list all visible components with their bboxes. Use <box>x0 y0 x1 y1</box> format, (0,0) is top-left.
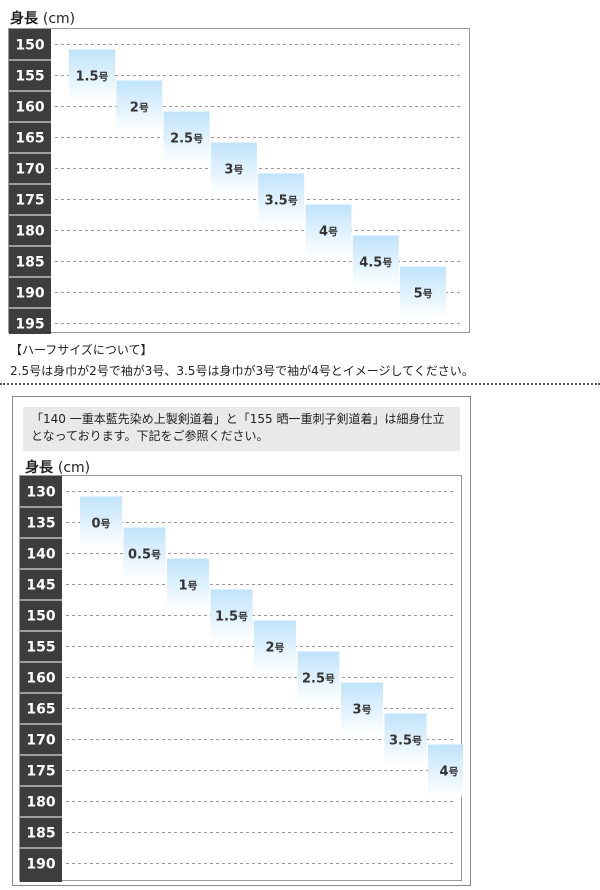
y-tick-label: 135 <box>26 516 55 532</box>
top-axis-title: 身長 (cm) <box>10 11 76 27</box>
y-tick-label: 170 <box>15 162 44 178</box>
size-box <box>400 266 447 319</box>
size-label: 2.5号 <box>170 132 203 147</box>
y-tick-label: 185 <box>15 255 44 271</box>
top-size-chart-svg: 150 155 160 165 170 175 180 185 190 195 1.5号 2号 2.5号… <box>9 29 463 334</box>
size-label: 1.5号 <box>215 610 248 625</box>
size-box <box>163 111 210 164</box>
size-box <box>297 651 340 704</box>
y-axis-band <box>20 476 62 882</box>
size-label: 3号 <box>352 703 371 718</box>
size-box <box>305 204 352 257</box>
y-tick-label: 185 <box>26 826 55 842</box>
size-box <box>116 80 163 133</box>
size-label: 5号 <box>414 287 433 302</box>
size-box <box>258 173 305 226</box>
y-tick-label: 165 <box>26 702 55 718</box>
y-tick-label: 190 <box>26 857 55 873</box>
y-tick-label: 190 <box>15 286 44 302</box>
size-box <box>352 235 399 288</box>
y-tick-label: 195 <box>15 317 44 333</box>
y-tick-label: 155 <box>26 640 55 656</box>
panel-axis-title: 身長 (cm) <box>25 460 91 476</box>
size-label: 4.5号 <box>359 256 392 271</box>
y-tick-label: 175 <box>15 193 44 209</box>
size-box <box>80 496 122 549</box>
y-tick-label: 150 <box>15 38 44 54</box>
slim-fit-panel: 「140 一重本藍先染め上製剣道着」と「155 晒一重刺子剣道着」は細身仕立とな… <box>12 396 471 886</box>
y-tick-label: 140 <box>26 547 55 563</box>
size-box <box>384 713 427 766</box>
size-box <box>210 142 257 195</box>
size-label: 1.5号 <box>75 70 108 85</box>
size-label: 2.5号 <box>302 672 335 687</box>
size-box <box>428 744 463 797</box>
size-label: 1号 <box>178 579 197 594</box>
top-size-chart: 150 155 160 165 170 175 180 185 190 195 1.5号 2号 2.5号… <box>8 28 470 334</box>
size-label: 2号 <box>130 101 149 116</box>
y-tick-label: 160 <box>26 671 55 687</box>
y-tick-label: 170 <box>26 733 55 749</box>
y-tick-label: 165 <box>15 131 44 147</box>
y-tick-label: 130 <box>26 485 55 501</box>
y-tick-label: 180 <box>26 795 55 811</box>
y-tick-label: 155 <box>15 69 44 85</box>
y-tick-label: 160 <box>15 100 44 116</box>
size-label: 0号 <box>91 517 110 532</box>
size-label: 3.5号 <box>389 734 422 749</box>
slim-fit-notice: 「140 一重本藍先染め上製剣道着」と「155 晒一重刺子剣道着」は細身仕立とな… <box>23 407 460 451</box>
y-tick-label: 175 <box>26 764 55 780</box>
size-label: 4号 <box>319 225 338 240</box>
half-size-note: 2.5号は身巾が2号で袖が3号、3.5号は身巾が3号で袖が4号とイメージしてくだ… <box>10 364 474 378</box>
size-box <box>167 558 209 611</box>
size-box <box>254 620 296 673</box>
size-label: 3.5号 <box>265 194 298 209</box>
size-label: 2号 <box>265 641 284 656</box>
size-box <box>123 527 166 580</box>
y-tick-label: 180 <box>15 224 44 240</box>
size-box <box>341 682 383 735</box>
y-axis-band <box>9 29 51 334</box>
slim-size-chart-svg: 130 135 140 145 150 155 160 165 170 175 180 185 190 0… <box>20 476 463 882</box>
slim-size-chart: 130 135 140 145 150 155 160 165 170 175 180 185 190 0… <box>19 475 463 882</box>
size-box <box>210 589 253 642</box>
size-label: 3号 <box>224 163 243 178</box>
size-label: 4号 <box>439 765 458 780</box>
size-box <box>69 49 115 102</box>
y-tick-label: 150 <box>26 609 55 625</box>
y-tick-label: 145 <box>26 578 55 594</box>
size-label: 0.5号 <box>128 548 161 563</box>
half-size-heading: 【ハーフサイズについて】 <box>10 343 153 357</box>
section-divider <box>0 383 600 385</box>
